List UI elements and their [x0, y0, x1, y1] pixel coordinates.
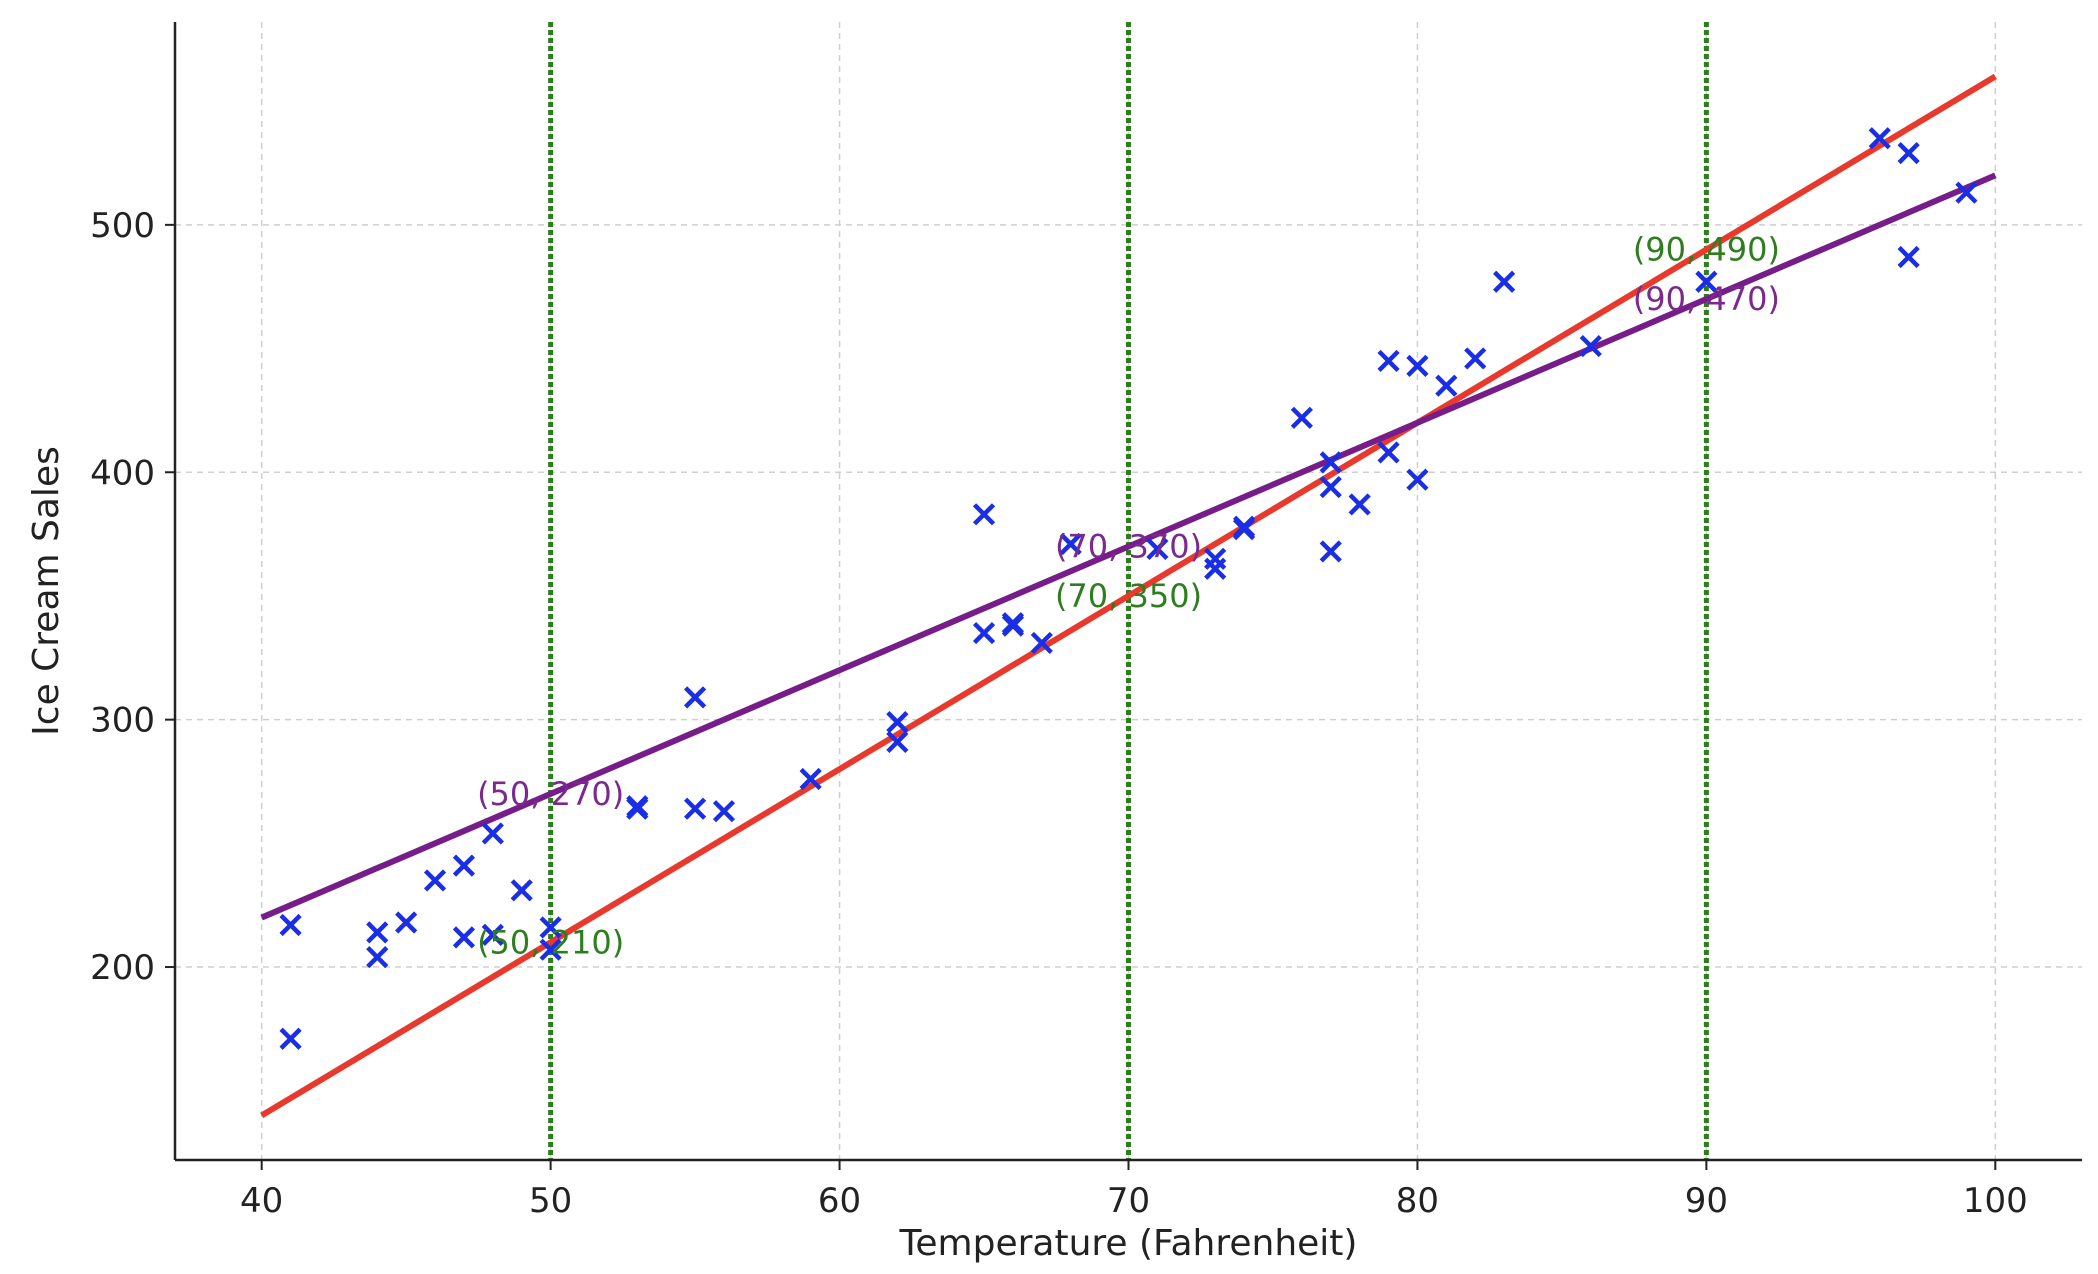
data-point-38	[1377, 441, 1400, 464]
data-point-15	[684, 686, 707, 709]
data-point-34	[1319, 476, 1342, 499]
tick-labels: 40 50 60 70 80 90 100 200 300 400 500	[90, 206, 2028, 1221]
data-point-27	[1146, 537, 1169, 561]
data-point-4	[395, 911, 418, 934]
data-point-35	[1319, 540, 1342, 563]
x-tick-label-90: 90	[1685, 1181, 1728, 1221]
y-tick-label-400: 400	[90, 453, 155, 493]
data-point-11	[539, 916, 562, 939]
data-point-29	[1204, 557, 1227, 580]
data-point-26	[1059, 532, 1082, 556]
data-point-8	[481, 822, 504, 845]
data-point-43	[1493, 270, 1516, 293]
data-point-36	[1348, 493, 1371, 516]
fit-lines	[260, 73, 1997, 1119]
data-point-44	[1579, 334, 1602, 358]
data-point-5	[423, 869, 447, 892]
data-point-25	[1030, 631, 1053, 655]
data-point-2	[366, 921, 389, 944]
data-point-32	[1290, 406, 1313, 429]
x-axis-label: Temperature (Fahrenheit)	[899, 1223, 1358, 1264]
x-tick-label-100: 100	[1963, 1181, 2028, 1221]
data-point-45	[1695, 270, 1718, 293]
x-tick-label-40: 40	[240, 1181, 283, 1221]
data-point-33	[1319, 451, 1342, 474]
data-point-3	[366, 946, 389, 969]
x-tick-label-70: 70	[1107, 1181, 1150, 1221]
data-point-16	[684, 797, 707, 820]
annotation-3: (70, 350)	[1055, 577, 1202, 615]
data-point-37	[1377, 349, 1400, 373]
data-point-46	[1868, 127, 1891, 150]
annotation-2: (70, 370)	[1055, 527, 1202, 565]
data-point-24	[1001, 614, 1025, 637]
data-point-6	[452, 854, 476, 877]
y-tick-label-200: 200	[90, 948, 155, 988]
data-point-9	[481, 923, 504, 946]
y-tick-label-300: 300	[90, 701, 155, 741]
data-point-1	[279, 1027, 302, 1050]
annotation-5: (90, 490)	[1633, 231, 1780, 269]
data-point-47	[1897, 142, 1920, 165]
data-point-48	[1897, 245, 1920, 269]
annotation-4: (90, 470)	[1633, 280, 1780, 318]
red-fit-line	[260, 73, 1997, 1119]
data-point-19	[886, 711, 909, 734]
annotation-0: (50, 270)	[477, 775, 624, 813]
data-point-12	[539, 938, 562, 961]
data-points	[279, 127, 1978, 1050]
x-tick-label-60: 60	[818, 1181, 861, 1221]
data-point-18	[799, 767, 822, 791]
data-point-40	[1406, 468, 1429, 491]
annotations: (50, 270) (50, 210) (70, 370) (70, 350) (90,…	[477, 231, 1780, 962]
x-tick-label-50: 50	[529, 1181, 572, 1221]
data-point-39	[1406, 354, 1429, 377]
annotation-1: (50, 210)	[477, 923, 624, 961]
data-point-42	[1464, 347, 1487, 370]
data-point-49	[1955, 181, 1978, 204]
data-point-7	[452, 926, 476, 949]
data-point-21	[972, 503, 996, 526]
y-tick-label-500: 500	[90, 206, 155, 246]
data-point-17	[712, 800, 736, 823]
data-point-28	[1204, 547, 1227, 570]
data-point-20	[886, 730, 909, 753]
data-point-0	[279, 913, 302, 937]
data-point-41	[1435, 374, 1458, 397]
x-tick-label-80: 80	[1396, 1181, 1439, 1221]
purple-fit-line	[260, 172, 1997, 921]
data-point-22	[972, 621, 996, 645]
data-point-14	[626, 797, 649, 820]
data-point-10	[510, 879, 533, 902]
reference-vlines	[548, 22, 1709, 1160]
y-axis-label: Ice Cream Sales	[26, 446, 67, 736]
data-point-31	[1232, 518, 1256, 541]
